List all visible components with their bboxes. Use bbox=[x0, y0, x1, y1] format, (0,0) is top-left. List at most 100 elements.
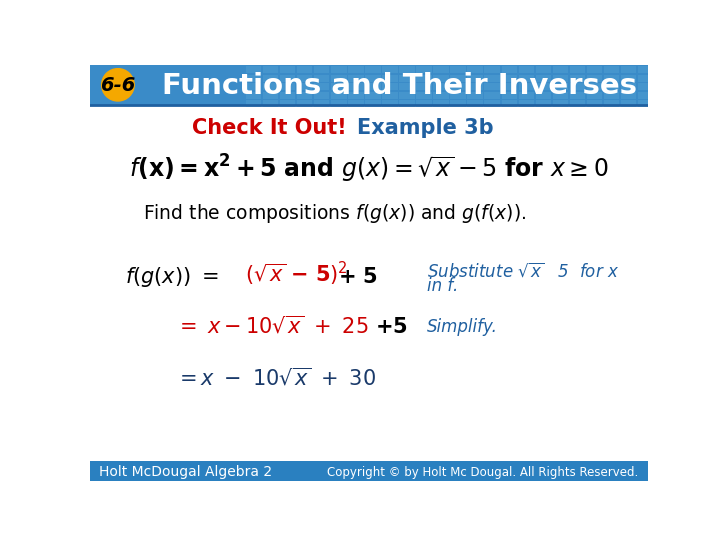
FancyBboxPatch shape bbox=[485, 66, 500, 73]
FancyBboxPatch shape bbox=[467, 83, 483, 90]
FancyBboxPatch shape bbox=[348, 100, 364, 107]
FancyBboxPatch shape bbox=[467, 75, 483, 82]
FancyBboxPatch shape bbox=[553, 75, 568, 82]
Text: $=\ x - 10\sqrt{x}\ +\ 25$: $=\ x - 10\sqrt{x}\ +\ 25$ bbox=[175, 315, 369, 338]
FancyBboxPatch shape bbox=[90, 65, 648, 105]
FancyBboxPatch shape bbox=[382, 100, 397, 107]
Text: Example 3b: Example 3b bbox=[356, 118, 493, 138]
FancyBboxPatch shape bbox=[280, 100, 295, 107]
FancyBboxPatch shape bbox=[416, 100, 432, 107]
FancyBboxPatch shape bbox=[638, 100, 654, 107]
FancyBboxPatch shape bbox=[553, 92, 568, 99]
FancyBboxPatch shape bbox=[604, 66, 619, 73]
Text: $\mathbf{+5}$: $\mathbf{+5}$ bbox=[375, 316, 408, 336]
FancyBboxPatch shape bbox=[365, 66, 381, 73]
FancyBboxPatch shape bbox=[297, 75, 312, 82]
FancyBboxPatch shape bbox=[348, 83, 364, 90]
FancyBboxPatch shape bbox=[570, 92, 585, 99]
FancyBboxPatch shape bbox=[553, 83, 568, 90]
FancyBboxPatch shape bbox=[416, 66, 432, 73]
FancyBboxPatch shape bbox=[518, 83, 534, 90]
FancyBboxPatch shape bbox=[536, 75, 551, 82]
Text: 6-6: 6-6 bbox=[100, 76, 135, 95]
FancyBboxPatch shape bbox=[314, 83, 330, 90]
FancyBboxPatch shape bbox=[246, 83, 261, 90]
FancyBboxPatch shape bbox=[246, 92, 261, 99]
Text: $= x\ -\ 10\sqrt{x}\ +\ 30$: $= x\ -\ 10\sqrt{x}\ +\ 30$ bbox=[175, 368, 376, 390]
FancyBboxPatch shape bbox=[638, 75, 654, 82]
FancyBboxPatch shape bbox=[399, 75, 415, 82]
FancyBboxPatch shape bbox=[638, 92, 654, 99]
FancyBboxPatch shape bbox=[365, 75, 381, 82]
FancyBboxPatch shape bbox=[570, 66, 585, 73]
FancyBboxPatch shape bbox=[280, 92, 295, 99]
FancyBboxPatch shape bbox=[399, 83, 415, 90]
FancyBboxPatch shape bbox=[314, 100, 330, 107]
FancyBboxPatch shape bbox=[314, 66, 330, 73]
FancyBboxPatch shape bbox=[365, 100, 381, 107]
Text: Simplify.: Simplify. bbox=[427, 318, 498, 335]
FancyBboxPatch shape bbox=[314, 92, 330, 99]
FancyBboxPatch shape bbox=[451, 75, 466, 82]
FancyBboxPatch shape bbox=[502, 75, 517, 82]
Text: Functions and Their Inverses: Functions and Their Inverses bbox=[163, 72, 637, 99]
FancyBboxPatch shape bbox=[536, 66, 551, 73]
FancyBboxPatch shape bbox=[399, 66, 415, 73]
FancyBboxPatch shape bbox=[399, 92, 415, 99]
FancyBboxPatch shape bbox=[451, 66, 466, 73]
FancyBboxPatch shape bbox=[263, 92, 279, 99]
FancyBboxPatch shape bbox=[382, 92, 397, 99]
FancyBboxPatch shape bbox=[451, 83, 466, 90]
Text: Find the compositions $\mathit{f}(\mathit{g}(x))$ and $\mathit{g}(\mathit{f}(x)): Find the compositions $\mathit{f}(\mathi… bbox=[143, 202, 526, 225]
FancyBboxPatch shape bbox=[297, 100, 312, 107]
Text: Holt McDougal Algebra 2: Holt McDougal Algebra 2 bbox=[99, 465, 272, 479]
FancyBboxPatch shape bbox=[518, 66, 534, 73]
FancyBboxPatch shape bbox=[621, 100, 636, 107]
FancyBboxPatch shape bbox=[263, 83, 279, 90]
Text: Check It Out!: Check It Out! bbox=[192, 118, 354, 138]
FancyBboxPatch shape bbox=[246, 100, 261, 107]
FancyBboxPatch shape bbox=[263, 66, 279, 73]
FancyBboxPatch shape bbox=[297, 66, 312, 73]
FancyBboxPatch shape bbox=[382, 75, 397, 82]
FancyBboxPatch shape bbox=[467, 100, 483, 107]
FancyBboxPatch shape bbox=[331, 100, 346, 107]
FancyBboxPatch shape bbox=[263, 100, 279, 107]
FancyBboxPatch shape bbox=[518, 100, 534, 107]
FancyBboxPatch shape bbox=[365, 92, 381, 99]
FancyBboxPatch shape bbox=[263, 75, 279, 82]
FancyBboxPatch shape bbox=[348, 66, 364, 73]
FancyBboxPatch shape bbox=[297, 83, 312, 90]
FancyBboxPatch shape bbox=[502, 83, 517, 90]
FancyBboxPatch shape bbox=[570, 83, 585, 90]
FancyBboxPatch shape bbox=[587, 75, 602, 82]
FancyBboxPatch shape bbox=[246, 66, 261, 73]
FancyBboxPatch shape bbox=[502, 92, 517, 99]
Text: $\mathbf{+\ 5}$: $\mathbf{+\ 5}$ bbox=[338, 267, 377, 287]
FancyBboxPatch shape bbox=[621, 92, 636, 99]
FancyBboxPatch shape bbox=[348, 92, 364, 99]
FancyBboxPatch shape bbox=[433, 92, 449, 99]
FancyBboxPatch shape bbox=[451, 92, 466, 99]
FancyBboxPatch shape bbox=[331, 66, 346, 73]
FancyBboxPatch shape bbox=[467, 66, 483, 73]
FancyBboxPatch shape bbox=[485, 83, 500, 90]
FancyBboxPatch shape bbox=[331, 75, 346, 82]
FancyBboxPatch shape bbox=[331, 92, 346, 99]
Text: $(\sqrt{x}\ \mathbf{-}\ \mathbf{5})^2$: $(\sqrt{x}\ \mathbf{-}\ \mathbf{5})^2$ bbox=[245, 260, 348, 288]
Text: Substitute $\sqrt{x}$   5  for x: Substitute $\sqrt{x}$ 5 for x bbox=[427, 262, 619, 280]
FancyBboxPatch shape bbox=[399, 100, 415, 107]
FancyBboxPatch shape bbox=[433, 66, 449, 73]
FancyBboxPatch shape bbox=[518, 92, 534, 99]
FancyBboxPatch shape bbox=[553, 100, 568, 107]
FancyBboxPatch shape bbox=[536, 100, 551, 107]
FancyBboxPatch shape bbox=[604, 100, 619, 107]
FancyBboxPatch shape bbox=[604, 83, 619, 90]
Text: in f.: in f. bbox=[427, 277, 459, 295]
Text: $\mathit{f}(\mathit{g}(x))\ =$: $\mathit{f}(\mathit{g}(x))\ =$ bbox=[125, 265, 219, 288]
FancyBboxPatch shape bbox=[587, 66, 602, 73]
FancyBboxPatch shape bbox=[348, 75, 364, 82]
FancyBboxPatch shape bbox=[587, 92, 602, 99]
FancyBboxPatch shape bbox=[433, 83, 449, 90]
Text: $\mathbf{\mathit{f}(x) = x^2 + 5\ and}$$\ \mathit{g}(x) = \sqrt{x} - 5\ \mathbf{: $\mathbf{\mathit{f}(x) = x^2 + 5\ and}$$… bbox=[129, 153, 608, 185]
